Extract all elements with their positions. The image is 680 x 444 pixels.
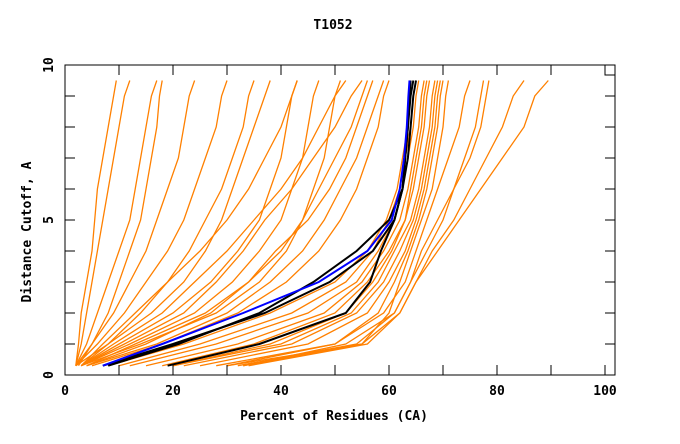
x-tick-label: 80 xyxy=(489,384,505,399)
model-curve-17 xyxy=(80,80,298,367)
model-curve-20 xyxy=(145,80,425,367)
x-axis-label: Percent of Residues (CA) xyxy=(240,409,428,424)
axes: 0 20 40 60 80 100 0 5 10 xyxy=(42,57,617,399)
model-curve-7 xyxy=(75,80,271,367)
model-curve-6 xyxy=(80,80,255,367)
model-curve-25 xyxy=(216,80,444,367)
x-tick-label: 60 xyxy=(381,384,397,399)
model-curve-11 xyxy=(86,80,374,367)
black-curve-2 xyxy=(107,80,417,367)
model-curve-3 xyxy=(77,80,163,367)
model-curve-5 xyxy=(75,80,228,367)
x-tick-label: 100 xyxy=(593,384,617,399)
model-curve-16 xyxy=(86,80,369,367)
chart-title: T1052 xyxy=(313,18,352,33)
model-curve-26 xyxy=(226,80,450,367)
model-curve-12 xyxy=(86,80,385,367)
model-curve-33 xyxy=(226,80,471,367)
plot-curves xyxy=(75,80,549,367)
model-curve-13 xyxy=(91,80,390,367)
model-curve-0 xyxy=(75,80,131,366)
y-tick-label: 10 xyxy=(42,57,57,73)
x-tick-label: 0 xyxy=(61,384,69,399)
blue-curve-0 xyxy=(102,80,411,367)
model-curve-31 xyxy=(248,80,549,367)
model-curve-14 xyxy=(80,80,347,367)
y-axis-label: Distance Cutoff, A xyxy=(20,161,35,302)
y-tick-label: 5 xyxy=(42,216,57,224)
model-curve-9 xyxy=(80,80,320,367)
model-curve-15 xyxy=(80,80,363,367)
model-curve-29 xyxy=(243,80,490,367)
black-curve-1 xyxy=(167,80,415,367)
y-tick-label: 0 xyxy=(42,371,57,379)
model-curve-23 xyxy=(183,80,439,367)
model-curve-28 xyxy=(172,80,428,367)
model-curve-1 xyxy=(75,80,117,366)
x-tick-label: 20 xyxy=(165,384,181,399)
model-curve-24 xyxy=(199,80,441,367)
model-curve-2 xyxy=(75,80,158,366)
corner-box xyxy=(604,64,616,76)
model-curve-32 xyxy=(237,80,485,367)
x-tick-label: 40 xyxy=(273,384,289,399)
model-curve-30 xyxy=(243,80,525,367)
model-curve-4 xyxy=(75,80,196,367)
model-curve-22 xyxy=(172,80,436,367)
model-curve-8 xyxy=(80,80,298,367)
